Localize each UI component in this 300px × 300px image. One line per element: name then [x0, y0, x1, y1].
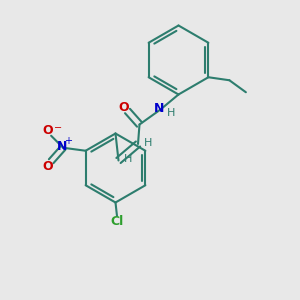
Text: +: + — [64, 136, 73, 146]
Text: O: O — [43, 160, 53, 173]
Text: H: H — [167, 107, 175, 118]
Text: −: − — [54, 123, 62, 133]
Text: O: O — [43, 124, 53, 137]
Text: N: N — [154, 102, 164, 115]
Text: H: H — [124, 154, 132, 164]
Text: H: H — [143, 138, 152, 148]
Text: N: N — [57, 140, 68, 153]
Text: O: O — [118, 101, 129, 114]
Text: Cl: Cl — [110, 215, 124, 228]
